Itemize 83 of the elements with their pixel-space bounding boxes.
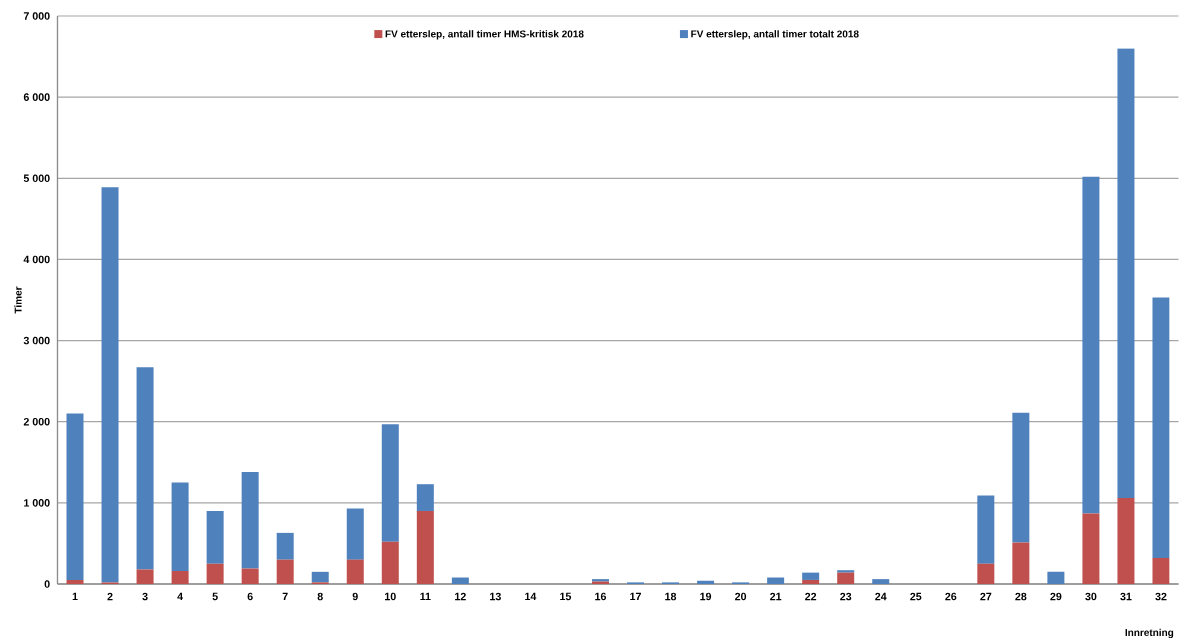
bar xyxy=(381,424,399,542)
bar xyxy=(451,577,469,584)
bar xyxy=(1152,297,1170,559)
x-tick-label: 2 xyxy=(107,592,113,601)
y-tick-label: 7 000 xyxy=(23,12,50,20)
x-tick-label: 3 xyxy=(142,592,148,601)
bar xyxy=(767,577,785,584)
x-tick-label: 8 xyxy=(317,592,323,601)
bar xyxy=(171,571,189,584)
bar xyxy=(241,472,259,569)
x-axis-title: Innretning xyxy=(1125,628,1174,639)
bar xyxy=(416,484,434,511)
x-tick-label: 22 xyxy=(805,592,817,601)
x-tick-label: 32 xyxy=(1155,592,1167,601)
y-tick-label: 3 000 xyxy=(23,336,50,345)
bar xyxy=(276,559,294,584)
x-tick-label: 23 xyxy=(840,592,852,601)
x-tick-label: 7 xyxy=(282,592,288,601)
y-axis-title: Timer xyxy=(14,286,22,314)
x-tick-label: 24 xyxy=(875,592,887,601)
bar xyxy=(66,413,84,580)
bar xyxy=(276,532,294,560)
bar xyxy=(206,563,224,584)
bar xyxy=(1012,542,1030,584)
x-tick-label: 20 xyxy=(735,592,747,601)
bar xyxy=(1012,412,1030,543)
bar xyxy=(1082,513,1100,584)
x-tick-label: 11 xyxy=(420,592,431,601)
bar xyxy=(1082,176,1100,514)
legend-label: FV etterslep, antall timer HMS-kritisk 2018 xyxy=(385,30,584,40)
x-tick-label: 5 xyxy=(212,592,218,601)
x-tick-label: 13 xyxy=(490,592,501,601)
x-tick-label: 12 xyxy=(455,592,466,601)
y-tick-label: 6 000 xyxy=(23,93,50,101)
bar xyxy=(171,482,189,572)
bar xyxy=(416,510,434,584)
x-tick-label: 21 xyxy=(770,592,782,601)
bar xyxy=(872,579,890,584)
x-tick-label: 4 xyxy=(177,592,184,601)
bar xyxy=(977,563,995,584)
y-tick-label: 1 000 xyxy=(24,499,50,507)
bar xyxy=(66,579,84,584)
x-tick-label: 31 xyxy=(1120,592,1132,601)
bar xyxy=(697,580,715,584)
bar xyxy=(1117,48,1135,498)
bar xyxy=(136,367,154,570)
bar xyxy=(837,570,855,573)
bar xyxy=(1117,497,1135,584)
x-tick-label: 18 xyxy=(665,592,677,601)
bar xyxy=(346,559,364,584)
bar xyxy=(977,495,995,564)
bar xyxy=(241,568,259,584)
x-tick-label: 6 xyxy=(247,592,253,601)
y-tick-label: 4 000 xyxy=(23,255,50,264)
x-tick-label: 29 xyxy=(1050,592,1062,601)
x-tick-label: 25 xyxy=(910,592,922,601)
x-tick-label: 30 xyxy=(1085,592,1097,601)
y-tick-label: 5 000 xyxy=(23,174,50,183)
legend-label: FV etterslep, antall timer totalt 2018 xyxy=(691,30,859,40)
x-tick-label: 1 xyxy=(72,592,78,601)
y-tick-label: 0 xyxy=(44,580,50,588)
x-tick-label: 15 xyxy=(560,592,572,601)
bar xyxy=(837,572,855,584)
x-tick-label: 27 xyxy=(980,592,992,601)
bar xyxy=(206,510,224,564)
x-tick-label: 28 xyxy=(1015,592,1027,601)
bar xyxy=(346,508,364,560)
bar xyxy=(1152,558,1170,584)
x-tick-label: 14 xyxy=(525,592,537,601)
bar xyxy=(101,187,119,583)
x-tick-label: 10 xyxy=(385,592,396,601)
bar xyxy=(802,579,820,584)
x-tick-label: 26 xyxy=(945,592,957,601)
bar xyxy=(381,541,399,584)
bar xyxy=(311,571,329,583)
bar xyxy=(802,572,820,580)
y-tick-label: 2 000 xyxy=(23,417,50,426)
bar xyxy=(1047,571,1065,584)
x-tick-label: 9 xyxy=(352,592,358,601)
x-tick-label: 16 xyxy=(595,592,607,601)
bar xyxy=(136,569,154,584)
x-tick-label: 19 xyxy=(700,592,712,601)
x-tick-label: 17 xyxy=(630,592,641,601)
